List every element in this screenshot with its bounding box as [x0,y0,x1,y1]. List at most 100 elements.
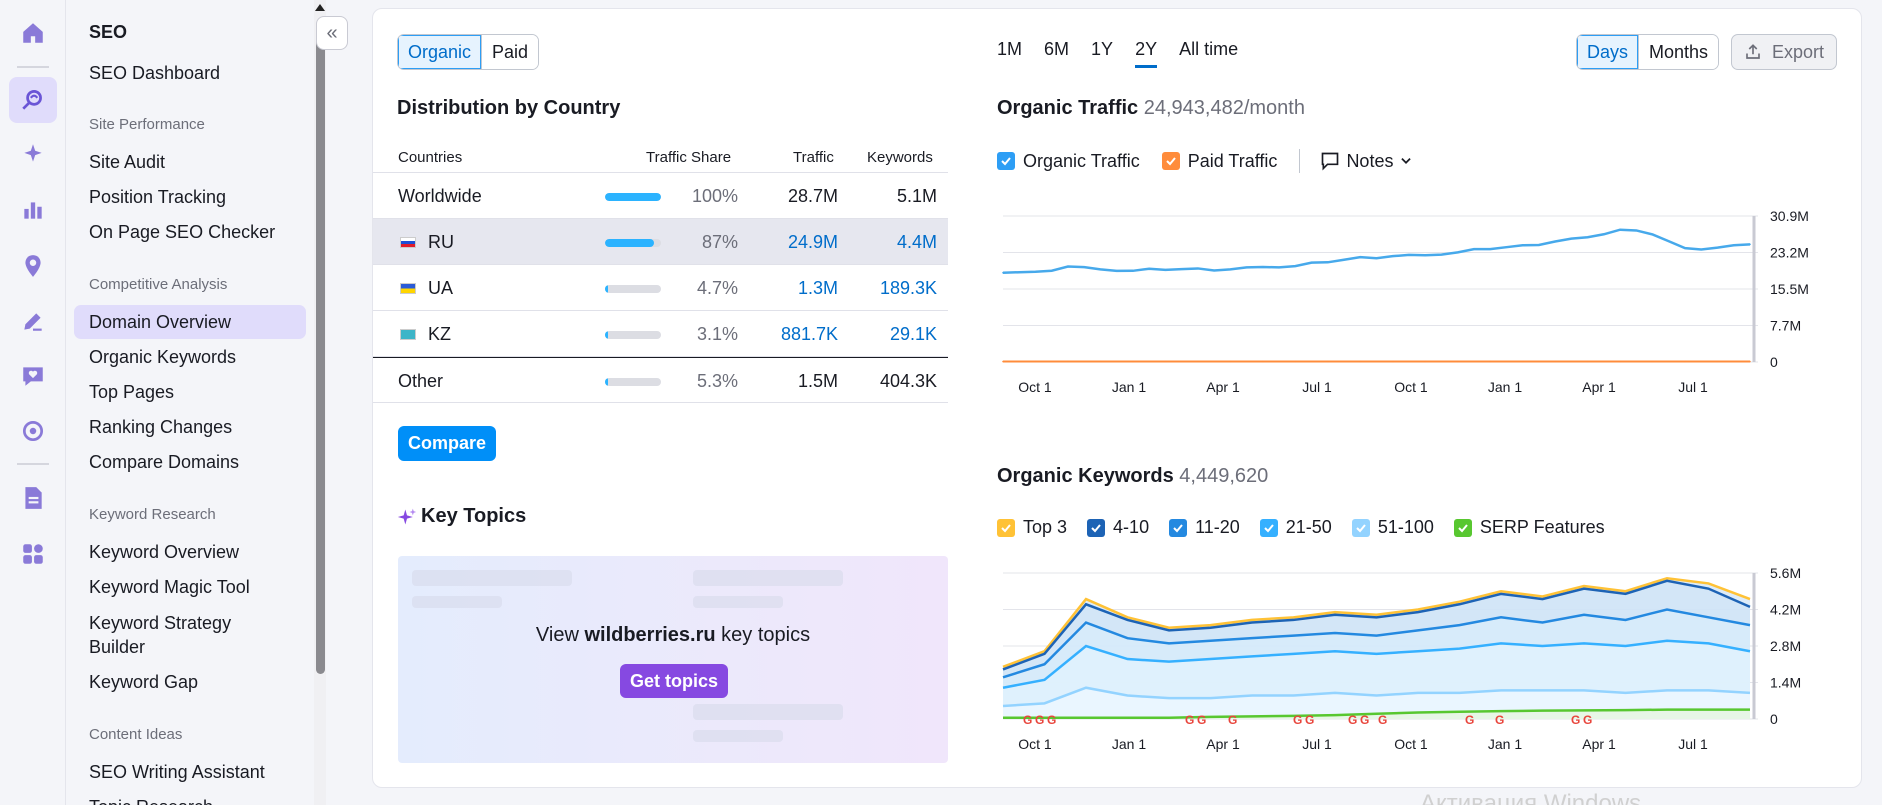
nav-item-topic-research[interactable]: Topic Research [74,790,306,805]
nav-item-position-tracking[interactable]: Position Tracking [89,186,227,207]
serp-feature-marker-icon[interactable]: G [1293,713,1302,727]
target-icon[interactable] [9,408,57,454]
serp-feature-marker-icon[interactable]: G [1465,713,1474,727]
chat-heart-icon[interactable] [9,353,57,399]
document-icon[interactable] [9,475,57,521]
notes-dropdown[interactable]: Notes [1320,151,1413,172]
table-row[interactable]: RU 87% 24.9M 4.4M [373,219,948,265]
serp-feature-marker-icon[interactable]: G [1571,713,1580,727]
series-line-4-10[interactable] [1002,579,1751,671]
period-tab-1m[interactable]: 1M [997,39,1023,59]
collapse-sidebar-button[interactable]: « [316,16,348,50]
series-line-top-3[interactable] [1002,576,1751,669]
traffic-share-bar [605,239,661,247]
bar-chart-icon[interactable] [9,187,57,233]
scroll-up-arrow-icon[interactable] [315,4,325,11]
col-countries[interactable]: Countries [398,149,463,166]
nav-item-compare-domains[interactable]: Compare Domains [89,451,240,472]
legend-4-10[interactable]: 4-10 [1087,517,1149,538]
organic-keywords-chart[interactable]: 5.6M 4.2M 2.8M 1.4M 0 Oct 1 Jan 1 Apr 1 Jul 1 Oct… [993,561,1813,771]
data-point [1229,360,1232,363]
traffic-link[interactable]: 1.3M [797,278,838,298]
serp-feature-marker-icon[interactable]: G [1360,713,1369,727]
nav-item-top-pages[interactable]: Top Pages [89,381,175,402]
nav-item-domain-overview[interactable]: Domain Overview [74,305,306,339]
serp-feature-marker-icon[interactable]: G [1378,713,1387,727]
nav-item-organic-keywords[interactable]: Organic Keywords [89,346,237,367]
nav-item-keyword-gap[interactable]: Keyword Gap [89,671,199,692]
legend-paid-traffic[interactable]: Paid Traffic [1161,151,1277,172]
period-tab-6m[interactable]: 6M [1044,39,1070,59]
traffic-link[interactable]: 24.9M [787,232,838,252]
period-tab-2y[interactable]: 2Y [1135,39,1158,68]
seo-icon[interactable] [9,77,57,123]
table-row[interactable]: KZ 3.1% 881.7K 29.1K [373,311,948,357]
days-button[interactable]: Days [1577,35,1640,69]
serp-feature-marker-icon[interactable]: G [1047,713,1056,727]
get-topics-button[interactable]: Get topics [620,664,729,698]
location-pin-icon[interactable] [9,243,57,289]
data-point [1521,244,1524,247]
legend-11-20[interactable]: 11-20 [1169,517,1240,538]
nav-item-ranking-changes[interactable]: Ranking Changes [89,416,233,437]
data-point [1294,360,1297,363]
series-line-51-100[interactable] [1002,686,1751,708]
nav-item-keyword-magic-tool[interactable]: Keyword Magic Tool [89,576,250,597]
scrollbar-thumb[interactable] [316,22,325,674]
pencil-icon[interactable] [9,298,57,344]
table-row[interactable]: UA 4.7% 1.3M 189.3K [373,265,948,311]
traffic-link[interactable]: 881.7K [780,324,838,344]
col-keywords[interactable]: Keywords [867,149,933,166]
series-line-11-20[interactable] [1002,608,1751,679]
serp-feature-marker-icon[interactable]: G [1348,713,1357,727]
apps-grid-icon[interactable] [9,531,57,577]
serp-feature-marker-icon[interactable]: G [1197,713,1206,727]
organic-toggle-button[interactable]: Organic [398,35,483,69]
compare-button[interactable]: Compare [398,426,497,461]
paid-toggle-button[interactable]: Paid [482,35,539,69]
nav-item-keyword-strategy-builder[interactable]: Keyword Strategy Builder [89,613,232,657]
serp-feature-marker-icon[interactable]: G [1185,713,1194,727]
organic-traffic-chart[interactable]: 30.9M 23.2M 15.5M 7.7M 0 Oct 1 Jan 1 Apr 1 Jul 1… [993,204,1813,404]
nav-item-on-page-seo-checker[interactable]: On Page SEO Checker [89,221,276,242]
domain-name: wildberries.ru [584,624,716,646]
series-line-serp-features[interactable] [1003,708,1750,719]
keywords-link[interactable]: 29.1K [889,324,937,344]
traffic-share-value: 100% [691,186,738,206]
keywords-link[interactable]: 189.3K [879,278,937,298]
serp-feature-marker-icon[interactable]: G [1035,713,1044,727]
data-point [1554,240,1556,243]
legend-organic-traffic[interactable]: Organic Traffic [997,151,1140,172]
legend-label: 4-10 [1113,517,1150,537]
table-row[interactable]: Other 5.3% 1.5M 404.3K [373,357,948,403]
series-line-21-50[interactable] [1002,639,1751,689]
series-line-organic-traffic[interactable] [1002,228,1751,274]
col-traffic[interactable]: Traffic [793,149,834,166]
nav-item-seo-dashboard[interactable]: SEO Dashboard [89,62,221,83]
nav-item-keyword-overview[interactable]: Keyword Overview [89,541,240,562]
nav-scrollbar[interactable] [314,0,326,805]
nav-item-site-audit[interactable]: Site Audit [89,151,166,172]
legend-top-3[interactable]: Top 3 [997,517,1067,538]
serp-feature-marker-icon[interactable]: G [1583,713,1592,727]
export-button[interactable]: Export [1731,34,1837,70]
legend-21-50[interactable]: 21-50 [1259,517,1332,538]
table-row[interactable]: Worldwide 100% 28.7M 5.1M [373,173,948,219]
period-tab-1y[interactable]: 1Y [1091,39,1114,59]
traffic-share-bar [605,193,661,201]
months-button[interactable]: Months [1639,35,1719,69]
period-tab-all-time[interactable]: All time [1179,39,1239,59]
nav-group-header: Competitive Analysis [89,276,228,293]
serp-feature-marker-icon[interactable]: G [1495,713,1504,727]
legend-51-100[interactable]: 51-100 [1351,517,1434,538]
home-icon[interactable] [9,10,57,56]
col-traffic-share[interactable]: Traffic Share [646,149,732,166]
data-point [1716,360,1719,363]
serp-feature-marker-icon[interactable]: G [1023,713,1032,727]
nav-item-seo-writing-assistant[interactable]: SEO Writing Assistant [89,761,265,782]
keywords-link[interactable]: 4.4M [896,232,937,252]
serp-feature-marker-icon[interactable]: G [1305,713,1314,727]
legend-serp-features[interactable]: SERP Features [1453,517,1605,538]
ai-sparkle-icon[interactable] [9,131,57,177]
serp-feature-marker-icon[interactable]: G [1228,713,1237,727]
